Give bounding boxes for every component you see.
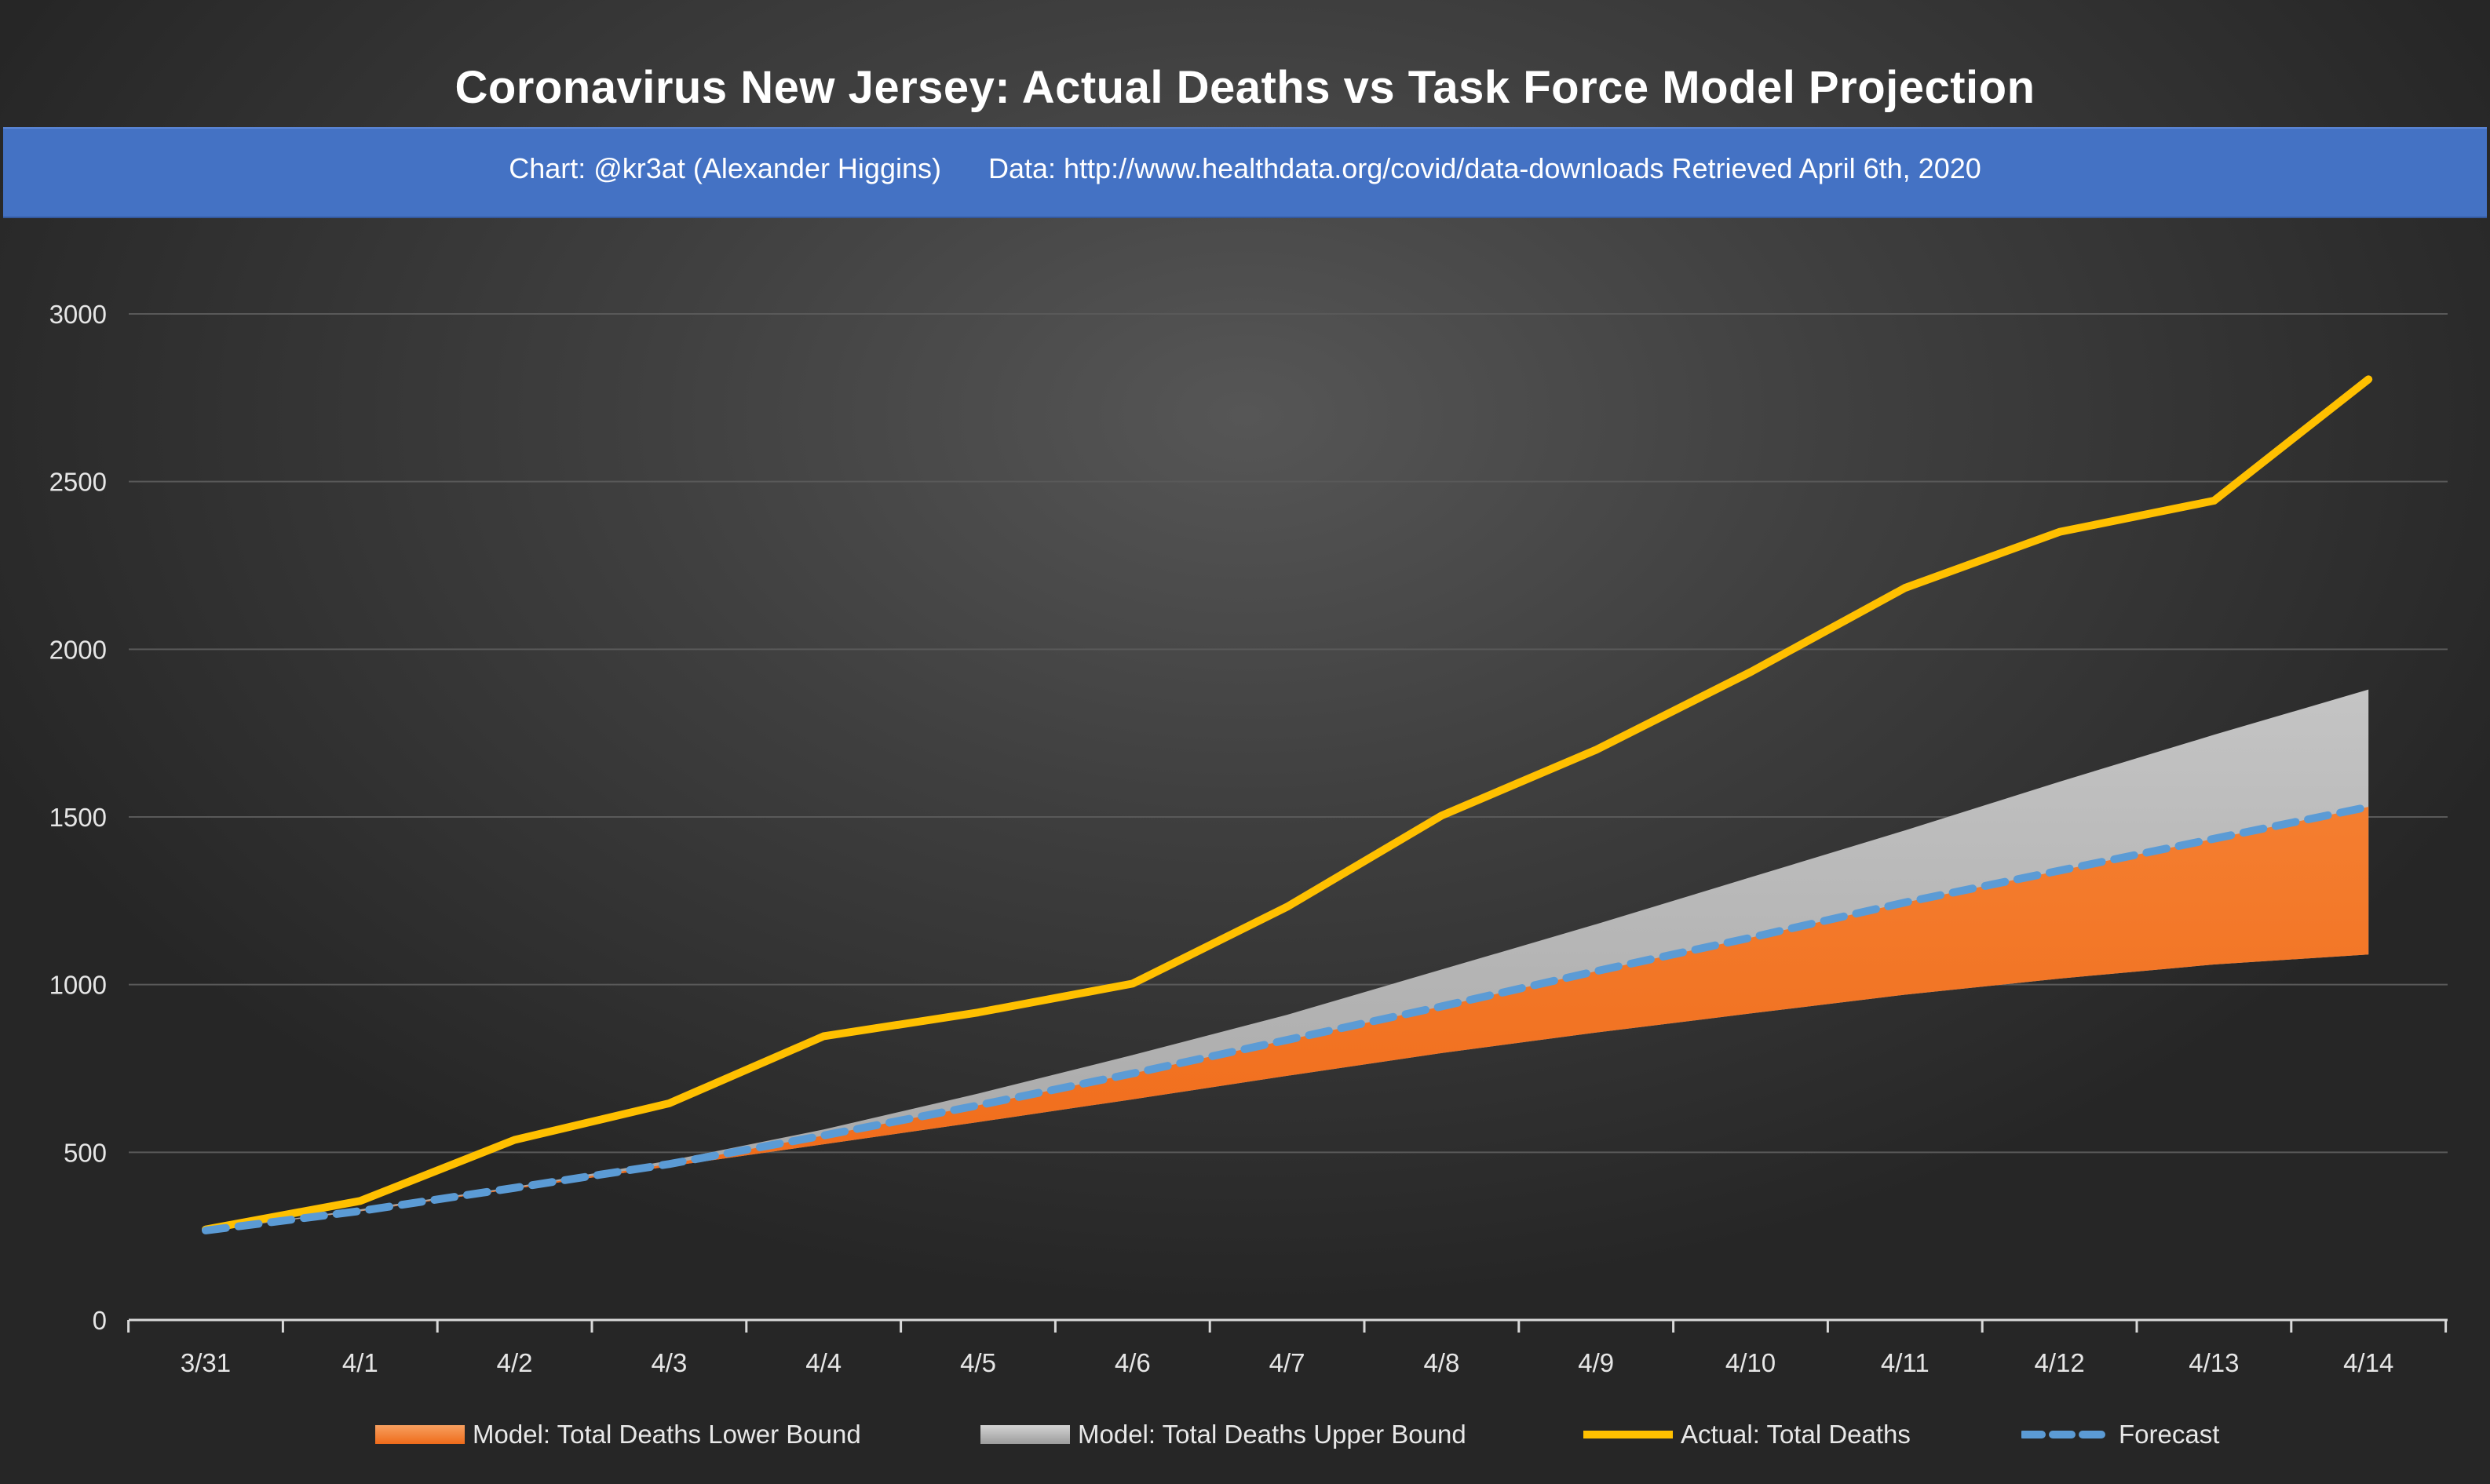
area-series — [206, 689, 2369, 1231]
x-tick-label: 4/10 — [1725, 1348, 1776, 1377]
legend-swatch-actual — [1583, 1431, 1673, 1438]
legend-label-lower-bound: Model: Total Deaths Lower Bound — [473, 1420, 861, 1449]
y-tick-label-1500: 1500 — [49, 803, 107, 832]
legend-item-lower-bound: Model: Total Deaths Lower Bound — [375, 1413, 861, 1457]
y-tick-label-0: 0 — [93, 1306, 107, 1335]
legend-item-actual: Actual: Total Deaths — [1583, 1413, 1911, 1457]
x-tick-label: 4/7 — [1269, 1348, 1305, 1377]
x-tick-label: 4/4 — [805, 1348, 842, 1377]
x-tick-label: 4/12 — [2034, 1348, 2084, 1377]
legend-item-forecast: Forecast — [2021, 1413, 2219, 1457]
x-tick-label: 4/3 — [651, 1348, 687, 1377]
x-tick-label: 3/31 — [181, 1348, 231, 1377]
x-tick-label: 4/6 — [1115, 1348, 1151, 1377]
line-series — [202, 375, 2373, 1234]
axes: 0 500 1000 1500 2000 2500 3000 3/31 4/1 4/2 4/3 4/4… — [49, 300, 2448, 1377]
x-tick-label: 4/1 — [342, 1348, 378, 1377]
y-tick-label-3000: 3000 — [49, 300, 107, 329]
legend-label-forecast: Forecast — [2119, 1420, 2220, 1449]
x-tick-label: 4/13 — [2189, 1348, 2239, 1377]
legend-item-upper-bound: Model: Total Deaths Upper Bound — [980, 1413, 1466, 1457]
x-tick-label: 4/5 — [960, 1348, 996, 1377]
subtitle-banner: Chart: @kr3at (Alexander Higgins) Data: … — [3, 127, 2487, 218]
legend-swatch-upper-bound — [980, 1425, 1070, 1444]
y-tick-label-2000: 2000 — [49, 635, 107, 664]
y-tick-label-500: 500 — [64, 1138, 107, 1167]
x-tick-label: 4/8 — [1423, 1348, 1459, 1377]
legend-label-upper-bound: Model: Total Deaths Upper Bound — [1078, 1420, 1466, 1449]
chart-title: Coronavirus New Jersey: Actual Deaths vs… — [455, 62, 2035, 113]
legend-label-actual: Actual: Total Deaths — [1681, 1420, 1911, 1449]
chart-subtitle: Chart: @kr3at (Alexander Higgins) Data: … — [509, 152, 1981, 184]
legend-swatch-lower-bound — [375, 1425, 465, 1444]
chart-legend: Model: Total Deaths Lower Bound Model: T… — [0, 1413, 2490, 1457]
x-tick-label: 4/9 — [1578, 1348, 1614, 1377]
legend-swatch-forecast — [2021, 1431, 2111, 1438]
line-actual-deaths — [202, 375, 2373, 1234]
x-tick-label: 4/2 — [497, 1348, 533, 1377]
y-tick-label-1000: 1000 — [49, 971, 107, 1000]
x-tick-label: 4/14 — [2343, 1348, 2393, 1377]
x-tick-label: 4/11 — [1881, 1348, 1930, 1377]
line-forecast — [202, 803, 2373, 1234]
y-tick-label-2500: 2500 — [49, 468, 107, 497]
